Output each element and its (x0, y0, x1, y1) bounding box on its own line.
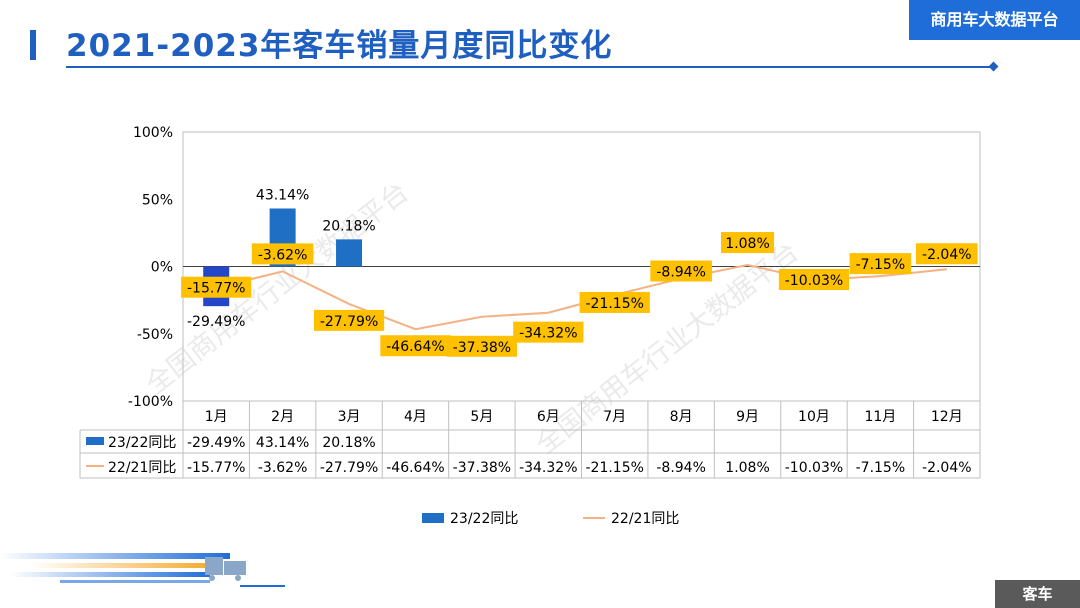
table-cell: 20.18% (322, 435, 375, 451)
table-cell: -10.03% (785, 460, 843, 476)
bar-data-label: 20.18% (322, 218, 375, 234)
line-data-label: -27.79% (320, 314, 378, 330)
legend-label: 22/21同比 (611, 511, 679, 527)
x-tick-label: 8月 (670, 409, 693, 425)
y-tick-label: -50% (137, 327, 173, 343)
table-cell: -21.15% (585, 460, 643, 476)
line-data-label: -2.04% (922, 247, 972, 263)
bar-23-22 (336, 239, 363, 267)
x-tick-label: 12月 (931, 409, 963, 425)
line-data-label-box (721, 232, 775, 254)
table-cell: -37.38% (453, 460, 511, 476)
bar-data-label: -29.49% (187, 314, 245, 330)
table-cell: 1.08% (725, 460, 769, 476)
table-series-name: 22/21同比 (108, 460, 176, 476)
line-data-label-box (446, 335, 517, 357)
category-tag: 客车 (995, 580, 1080, 608)
x-tick-label: 5月 (470, 409, 493, 425)
line-data-label: -46.64% (386, 339, 444, 355)
x-tick-label: 2月 (271, 409, 294, 425)
truck-banner-decoration (0, 553, 285, 587)
line-data-label-box (380, 335, 451, 357)
line-data-label: 1.08% (725, 236, 769, 252)
legend-swatch-bar (422, 513, 444, 523)
title-underline (66, 66, 994, 68)
table-cell: -46.64% (386, 460, 444, 476)
line-data-label-box (915, 243, 978, 265)
line-data-label: -8.94% (656, 265, 706, 281)
line-data-label: -34.32% (519, 326, 577, 342)
table-cell: -8.94% (656, 460, 706, 476)
x-tick-label: 9月 (736, 409, 759, 425)
x-tick-label: 4月 (404, 409, 427, 425)
table-cell: -15.77% (187, 460, 245, 476)
line-data-label-box (778, 268, 850, 290)
y-tick-label: 100% (133, 125, 173, 141)
line-data-label-box (513, 321, 584, 343)
table-cell: -27.79% (320, 460, 378, 476)
line-data-label: -7.15% (856, 257, 906, 273)
line-data-label: -3.62% (258, 247, 308, 263)
bar-data-label: 43.14% (256, 187, 309, 203)
table-series-name: 23/22同比 (108, 435, 176, 451)
x-tick-label: 10月 (798, 409, 830, 425)
table-cell: -2.04% (922, 460, 972, 476)
table-cell: -34.32% (519, 460, 577, 476)
line-data-label-box (579, 291, 650, 313)
x-tick-label: 1月 (205, 409, 228, 425)
line-data-label-box (313, 309, 385, 331)
legend-label: 23/22同比 (450, 511, 518, 527)
brand-badge: 商用车大数据平台 (909, 0, 1080, 40)
y-tick-label: 50% (142, 192, 173, 208)
line-data-label-box (181, 276, 252, 298)
x-tick-label: 7月 (603, 409, 626, 425)
line-data-label-box (251, 243, 314, 265)
x-tick-label: 3月 (338, 409, 361, 425)
line-data-label-box (650, 260, 712, 282)
x-tick-label: 6月 (537, 409, 560, 425)
legend-key-bar (86, 437, 104, 445)
line-data-label: -15.77% (187, 281, 245, 297)
title-accent-bar (30, 30, 36, 60)
line-data-label-box (849, 253, 912, 275)
x-tick-label: 11月 (864, 409, 896, 425)
line-data-label: -10.03% (785, 273, 843, 289)
y-tick-label: -100% (128, 394, 173, 410)
table-cell: 43.14% (256, 435, 309, 451)
y-tick-label: 0% (151, 260, 173, 276)
line-data-label: -21.15% (585, 296, 643, 312)
table-cell: -7.15% (856, 460, 906, 476)
table-cell: -29.49% (187, 435, 245, 451)
line-data-label: -37.38% (453, 340, 511, 356)
table-cell: -3.62% (258, 460, 308, 476)
page-title: 2021-2023年客车销量月度同比变化 (66, 28, 613, 64)
